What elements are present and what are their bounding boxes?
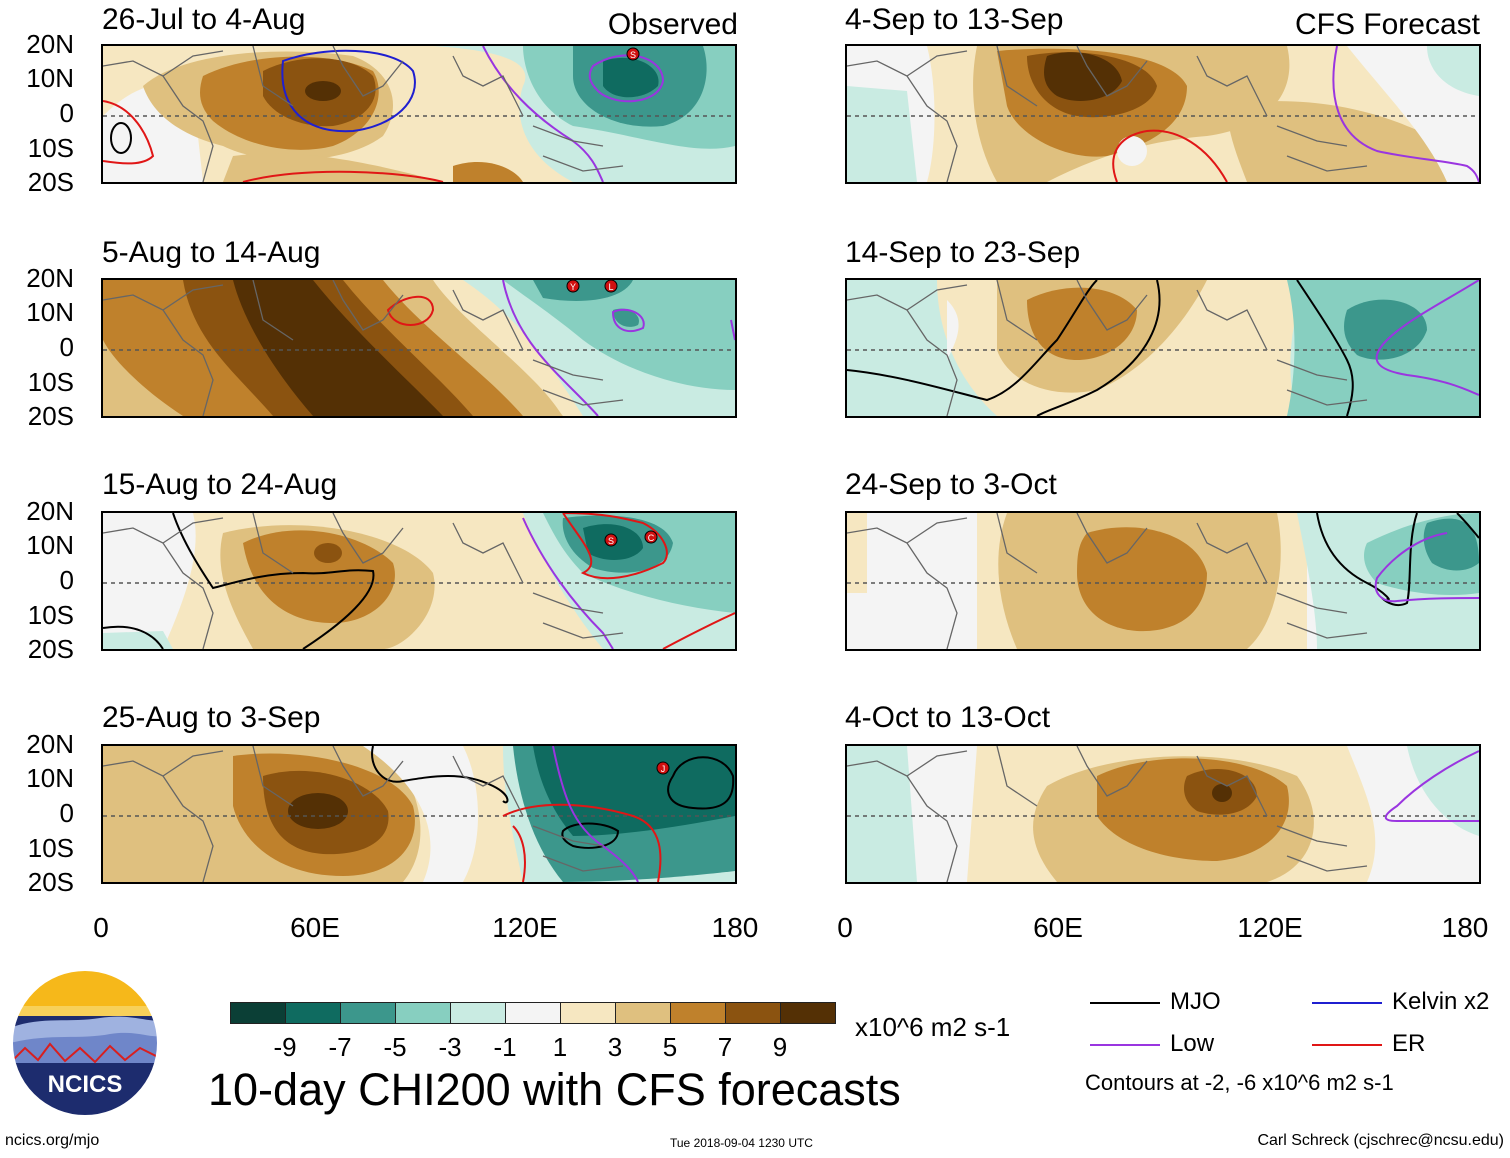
lat-label-r3-3: 10S <box>27 600 74 630</box>
map-panel-1: S <box>101 44 737 184</box>
colorbar-swatch <box>670 1002 726 1024</box>
lat-label-r4-2: 0 <box>59 798 74 828</box>
lat-label-r1-2: 0 <box>59 98 74 128</box>
legend-label-er: ER <box>1392 1030 1426 1057</box>
colorbar-swatch <box>285 1002 341 1024</box>
lat-label-r2-0: 20N <box>26 263 74 293</box>
panel-title-1: 26-Jul to 4-Aug <box>102 3 306 36</box>
ncics-logo: NCICS <box>10 968 160 1118</box>
panel-title-8: 4-Oct to 13-Oct <box>845 701 1051 734</box>
lon-label-180-right: 180 <box>1441 912 1489 943</box>
colorbar-label: -7 <box>328 1032 352 1062</box>
panel-title-5: 4-Sep to 13-Sep <box>845 3 1064 36</box>
colorbar-label: 5 <box>662 1032 678 1062</box>
colorbar-swatch <box>340 1002 396 1024</box>
storm-marker-j: J <box>661 764 666 774</box>
legend-label-mjo: MJO <box>1170 988 1221 1015</box>
map-panel-4: J <box>101 744 737 884</box>
colorbar-label: 9 <box>772 1032 788 1062</box>
legend-line-kelvin <box>1312 1002 1382 1004</box>
lat-label-r3-1: 10N <box>26 530 74 560</box>
lat-label-r4-3: 10S <box>27 833 74 863</box>
legend-line-low <box>1090 1044 1160 1046</box>
contours-note: Contours at -2, -6 x10^6 m2 s-1 <box>1085 1070 1394 1095</box>
legend-label-low: Low <box>1170 1030 1215 1057</box>
lat-label-r2-3: 10S <box>27 367 74 397</box>
colorbar-label: 1 <box>552 1032 568 1062</box>
colorbar-swatch <box>725 1002 781 1024</box>
lon-label-0-left: 0 <box>93 912 109 943</box>
lat-label-r2-1: 10N <box>26 297 74 327</box>
lat-label-r2-4: 20S <box>27 401 74 431</box>
colorbar-swatch <box>615 1002 671 1024</box>
lon-label-0-right: 0 <box>837 912 853 943</box>
map-panel-6 <box>845 278 1481 418</box>
lat-label-r1-0: 20N <box>26 29 74 59</box>
lat-label-r4-0: 20N <box>26 729 74 759</box>
lon-label-120e-left: 120E <box>492 912 558 943</box>
colorbar-label: -3 <box>438 1032 462 1062</box>
colorbar-swatch <box>230 1002 286 1024</box>
lat-label-r4-4: 20S <box>27 867 74 897</box>
lon-label-120e-right: 120E <box>1237 912 1303 943</box>
colorbar-label: -1 <box>493 1032 517 1062</box>
main-title: 10-day CHI200 with CFS forecasts <box>208 1064 901 1115</box>
panel-title-3: 15-Aug to 24-Aug <box>102 468 338 501</box>
colorbar-label: 7 <box>717 1032 733 1062</box>
colorbar-swatch <box>395 1002 451 1024</box>
colorbar-label: -5 <box>383 1032 407 1062</box>
panel-title-4: 25-Aug to 3-Sep <box>102 701 321 734</box>
legend-line-mjo <box>1090 1002 1160 1004</box>
lat-label-r1-3: 10S <box>27 133 74 163</box>
colorbar-swatch <box>780 1002 836 1024</box>
colorbar-units: x10^6 m2 s-1 <box>855 1012 1011 1042</box>
storm-marker-y: Y <box>570 282 576 292</box>
website-link[interactable]: ncics.org/mjo <box>5 1132 100 1149</box>
lon-label-180-left: 180 <box>711 912 759 943</box>
lat-label-r3-4: 20S <box>27 634 74 664</box>
map-panel-7 <box>845 511 1481 651</box>
lat-label-r2-2: 0 <box>59 332 74 362</box>
lat-label-r3-0: 20N <box>26 496 74 526</box>
panel-title-2: 5-Aug to 14-Aug <box>102 236 321 269</box>
colorbar-label: 3 <box>607 1032 623 1062</box>
author-credit: Carl Schreck (cjschrec@ncsu.edu) <box>1257 1132 1504 1149</box>
panel-title-7: 24-Sep to 3-Oct <box>845 468 1057 501</box>
lat-label-r4-1: 10N <box>26 763 74 793</box>
lat-label-r1-1: 10N <box>26 63 74 93</box>
lat-label-r1-4: 20S <box>27 167 74 197</box>
map-panel-5 <box>845 44 1481 184</box>
legend-line-er <box>1312 1044 1382 1046</box>
colorbar-swatch <box>450 1002 506 1024</box>
logo-text: NCICS <box>48 1071 123 1098</box>
lon-label-60e-left: 60E <box>290 912 340 943</box>
panel-title-6: 14-Sep to 23-Sep <box>845 236 1081 269</box>
colorbar-label: -9 <box>273 1032 297 1062</box>
forecast-tag: CFS Forecast <box>1294 8 1480 41</box>
lat-label-r3-2: 0 <box>59 565 74 595</box>
observed-tag: Observed <box>607 8 738 41</box>
legend-label-kelvin: Kelvin x2 <box>1392 988 1490 1015</box>
storm-marker-l: L <box>608 282 613 292</box>
storm-marker-c: C <box>648 533 655 543</box>
storm-marker-s2: S <box>608 536 614 546</box>
map-panel-8 <box>845 744 1481 884</box>
map-panel-3: S C <box>101 511 737 651</box>
colorbar-swatch <box>560 1002 616 1024</box>
storm-marker-s: S <box>630 50 636 60</box>
map-panel-2: Y L <box>101 278 737 418</box>
lon-label-60e-right: 60E <box>1033 912 1083 943</box>
colorbar-swatch <box>505 1002 561 1024</box>
timestamp: Tue 2018-09-04 1230 UTC <box>670 1136 813 1150</box>
